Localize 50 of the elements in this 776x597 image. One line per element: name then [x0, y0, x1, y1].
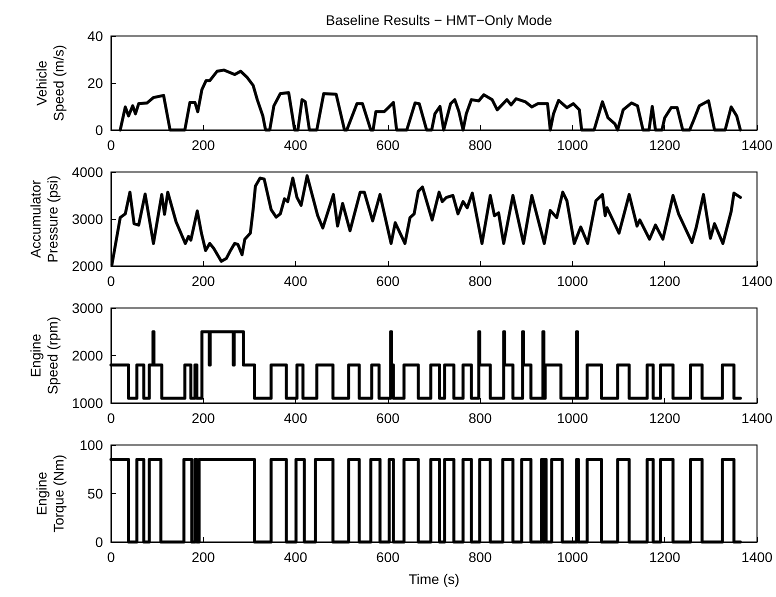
- y-tick-label: 2000: [72, 348, 104, 364]
- y-axis-title: Engine Speed (rpm): [27, 316, 60, 394]
- x-axis-title: Time (s): [408, 571, 460, 587]
- y-tick-label: 3000: [72, 211, 104, 227]
- y-axis-title: Accumulator Pressure (psi): [27, 175, 60, 263]
- x-tick-label: 1000: [556, 137, 588, 153]
- x-tick-label: 1200: [649, 549, 680, 565]
- x-tick-label: 600: [376, 549, 400, 565]
- x-tick-label: 800: [468, 273, 492, 289]
- x-tick-label: 0: [107, 137, 116, 153]
- x-tick-label: 800: [468, 549, 492, 565]
- x-tick-label: 200: [192, 410, 216, 426]
- x-tick-label: 600: [376, 273, 400, 289]
- x-tick-label: 1000: [556, 273, 588, 289]
- x-tick-label: 400: [284, 410, 308, 426]
- x-tick-label: 200: [192, 137, 216, 153]
- x-tick-label: 200: [192, 549, 216, 565]
- x-tick-label: 0: [107, 273, 116, 289]
- x-tick-label: 400: [284, 273, 308, 289]
- y-tick-label: 0: [95, 534, 104, 550]
- x-tick-label: 1000: [556, 549, 588, 565]
- x-tick-label: 800: [468, 410, 492, 426]
- x-tick-label: 0: [107, 549, 116, 565]
- x-tick-label: 800: [468, 137, 492, 153]
- x-tick-label: 1200: [649, 410, 680, 426]
- y-tick-label: 50: [87, 486, 104, 502]
- y-tick-label: 20: [87, 75, 104, 91]
- x-tick-label: 1400: [741, 137, 773, 153]
- y-tick-label: 100: [80, 437, 104, 453]
- x-tick-label: 600: [376, 410, 400, 426]
- x-tick-label: 600: [376, 137, 400, 153]
- x-tick-label: 1400: [741, 410, 773, 426]
- y-tick-label: 40: [87, 28, 104, 44]
- y-axis-title: Engine Torque (Nm): [34, 454, 66, 532]
- x-tick-label: 1200: [649, 137, 680, 153]
- x-tick-label: 400: [284, 137, 308, 153]
- y-tick-label: 2000: [72, 258, 104, 274]
- y-tick-label: 1000: [72, 395, 104, 411]
- y-axis-title: Vehicle Speed (m/s): [34, 44, 66, 122]
- x-tick-label: 0: [107, 410, 116, 426]
- x-tick-label: 400: [284, 549, 308, 565]
- x-tick-label: 200: [192, 273, 216, 289]
- x-tick-label: 1400: [741, 273, 773, 289]
- y-tick-label: 4000: [72, 164, 104, 180]
- x-tick-label: 1400: [741, 549, 773, 565]
- x-tick-label: 1000: [556, 410, 588, 426]
- y-tick-label: 3000: [72, 300, 104, 316]
- chart-title: Baseline Results − HMT−Only Mode: [326, 12, 552, 28]
- y-tick-label: 0: [95, 122, 104, 138]
- x-tick-label: 1200: [649, 273, 680, 289]
